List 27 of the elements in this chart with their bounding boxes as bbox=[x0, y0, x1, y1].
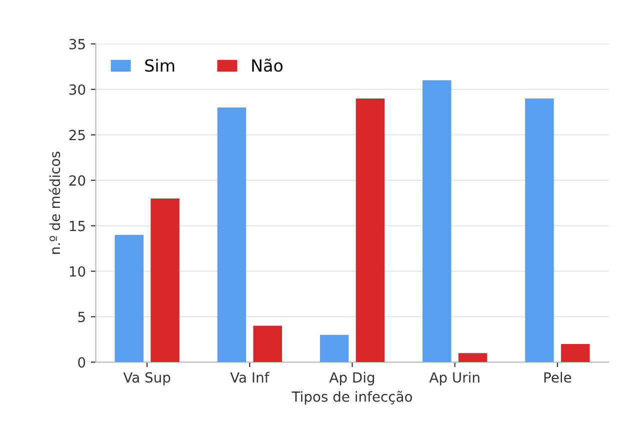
y-tick-label: 10 bbox=[70, 266, 86, 277]
bar bbox=[253, 326, 282, 362]
bar bbox=[561, 344, 590, 362]
legend-label: Não bbox=[252, 58, 283, 72]
x-tick-label: Pele bbox=[544, 372, 572, 383]
y-tick-label: 0 bbox=[78, 357, 86, 368]
legend-label: Sim bbox=[145, 58, 174, 72]
x-axis-title: Tipos de infecção bbox=[292, 390, 412, 405]
y-tick-label: 20 bbox=[69, 175, 86, 186]
bar bbox=[422, 80, 452, 362]
x-tick-label: Va Sup bbox=[123, 372, 170, 386]
y-tick-label: 5 bbox=[78, 312, 85, 322]
y-tick-label: 15 bbox=[70, 220, 85, 232]
bar bbox=[356, 98, 385, 362]
x-tick-label: Va Inf bbox=[230, 372, 270, 383]
y-tick-label: 30 bbox=[69, 84, 86, 95]
bar bbox=[150, 198, 180, 362]
bar bbox=[217, 108, 246, 362]
bar bbox=[320, 334, 349, 362]
x-tick-label: Ap Dig bbox=[329, 372, 374, 386]
bar bbox=[458, 353, 488, 362]
y-tick-label: 25 bbox=[69, 130, 85, 140]
bar bbox=[525, 98, 554, 362]
bar bbox=[114, 234, 144, 362]
y-tick-label: 35 bbox=[69, 38, 85, 50]
x-tick-label: Ap Urin bbox=[429, 372, 480, 386]
y-axis-title: n.º de médicos bbox=[48, 152, 60, 254]
